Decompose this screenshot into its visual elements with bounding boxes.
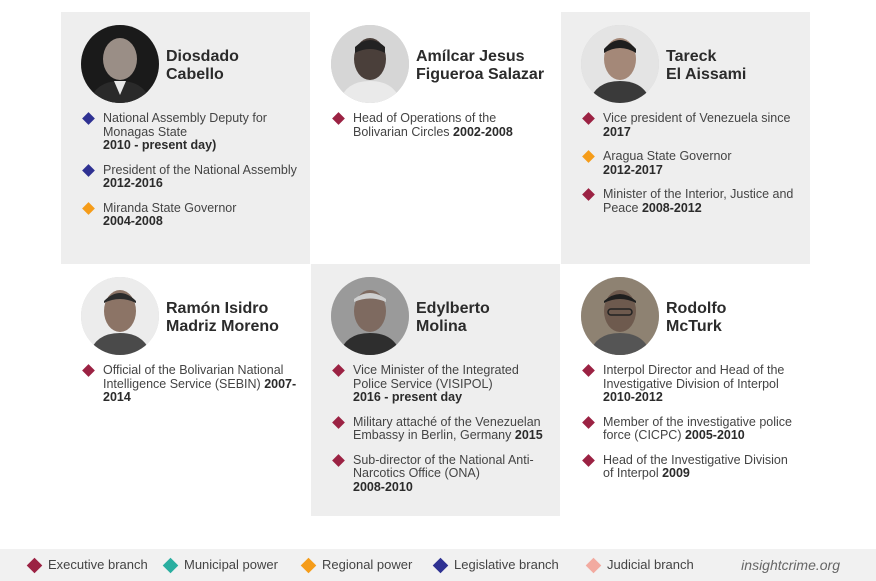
role-item: Vice president of Venezuela since 2017 bbox=[581, 111, 800, 139]
role-item: Sub-director of the National Anti-Narcot… bbox=[331, 453, 550, 495]
person-name: Diosdado Cabello bbox=[166, 48, 239, 83]
role-item: Interpol Director and Head of the Invest… bbox=[581, 363, 800, 405]
role-item: Minister of the Interior, Justice and Pe… bbox=[581, 187, 800, 215]
person-name: Tareck El Aissami bbox=[666, 48, 747, 83]
role-item: Miranda State Governor 2004-2008 bbox=[81, 201, 300, 229]
regional-diamond-icon bbox=[582, 150, 595, 163]
legend-item-legislative: Legislative branch bbox=[432, 557, 559, 574]
executive-diamond-icon bbox=[82, 364, 95, 377]
role-item: Member of the investigative police force… bbox=[581, 415, 800, 443]
legend-item-executive: Executive branch bbox=[26, 557, 148, 574]
role-item: Aragua State Governor 2012-2017 bbox=[581, 149, 800, 177]
role-list: Head of Operations of the Bolivarian Cir… bbox=[331, 111, 550, 150]
profile-card: Tareck El Aissami Vice president of Venez… bbox=[561, 12, 810, 264]
legislative-diamond-icon bbox=[82, 112, 95, 125]
executive-diamond-icon bbox=[332, 364, 345, 377]
role-item: Head of Operations of the Bolivarian Cir… bbox=[331, 111, 550, 139]
avatar bbox=[331, 277, 409, 355]
person-name: Edylberto Molina bbox=[416, 300, 490, 335]
avatar bbox=[331, 25, 409, 103]
profile-card: Ramón Isidro Madriz Moreno Official of th… bbox=[61, 264, 310, 516]
legend-item-regional: Regional power bbox=[300, 557, 412, 574]
role-list: National Assembly Deputy for Monagas Sta… bbox=[81, 111, 300, 240]
legend-item-municipal: Municipal power bbox=[162, 557, 278, 574]
role-item: Head of the Investigative Division of In… bbox=[581, 453, 800, 481]
executive-diamond-icon bbox=[582, 188, 595, 201]
avatar bbox=[581, 25, 659, 103]
role-list: Interpol Director and Head of the Invest… bbox=[581, 363, 800, 492]
legend: Executive branch Municipal power Regiona… bbox=[0, 549, 876, 581]
profile-card: Edylberto Molina Vice Minister of the Int… bbox=[311, 264, 560, 516]
avatar bbox=[81, 25, 159, 103]
role-item: National Assembly Deputy for Monagas Sta… bbox=[81, 111, 300, 153]
person-name: Ramón Isidro Madriz Moreno bbox=[166, 300, 279, 335]
role-item: President of the National Assembly 2012-… bbox=[81, 163, 300, 191]
brand-watermark: insightcrime.org bbox=[741, 557, 840, 573]
profiles-grid: Diosdado Cabello National Assembly Deputy… bbox=[61, 12, 810, 516]
executive-diamond-icon bbox=[582, 112, 595, 125]
executive-diamond-icon bbox=[582, 415, 595, 429]
person-name: Amílcar Jesus Figueroa Salazar bbox=[416, 48, 545, 83]
regional-diamond-icon bbox=[82, 201, 95, 215]
profile-card: Diosdado Cabello National Assembly Deputy… bbox=[61, 12, 310, 264]
profile-card: Rodolfo McTurk Interpol Director and Head… bbox=[561, 264, 810, 516]
avatar bbox=[81, 277, 159, 355]
role-item: Vice Minister of the Integrated Police S… bbox=[331, 363, 550, 405]
avatar bbox=[581, 277, 659, 355]
person-name: Rodolfo McTurk bbox=[666, 300, 727, 335]
legend-item-judicial: Judicial branch bbox=[585, 557, 694, 574]
executive-diamond-icon bbox=[582, 364, 595, 377]
executive-diamond-icon bbox=[332, 415, 345, 429]
legislative-diamond-icon bbox=[82, 163, 95, 177]
role-list: Vice Minister of the Integrated Police S… bbox=[331, 363, 550, 505]
executive-diamond-icon bbox=[332, 112, 345, 125]
role-list: Vice president of Venezuela since 2017 A… bbox=[581, 111, 800, 226]
role-item: Military attaché of the Venezuelan Embas… bbox=[331, 415, 550, 443]
role-list: Official of the Bolivarian National Inte… bbox=[81, 363, 300, 416]
executive-diamond-icon bbox=[332, 453, 345, 467]
profile-card: Amílcar Jesus Figueroa Salazar Head of Op… bbox=[311, 12, 560, 264]
executive-diamond-icon bbox=[582, 453, 595, 467]
role-item: Official of the Bolivarian National Inte… bbox=[81, 363, 300, 405]
